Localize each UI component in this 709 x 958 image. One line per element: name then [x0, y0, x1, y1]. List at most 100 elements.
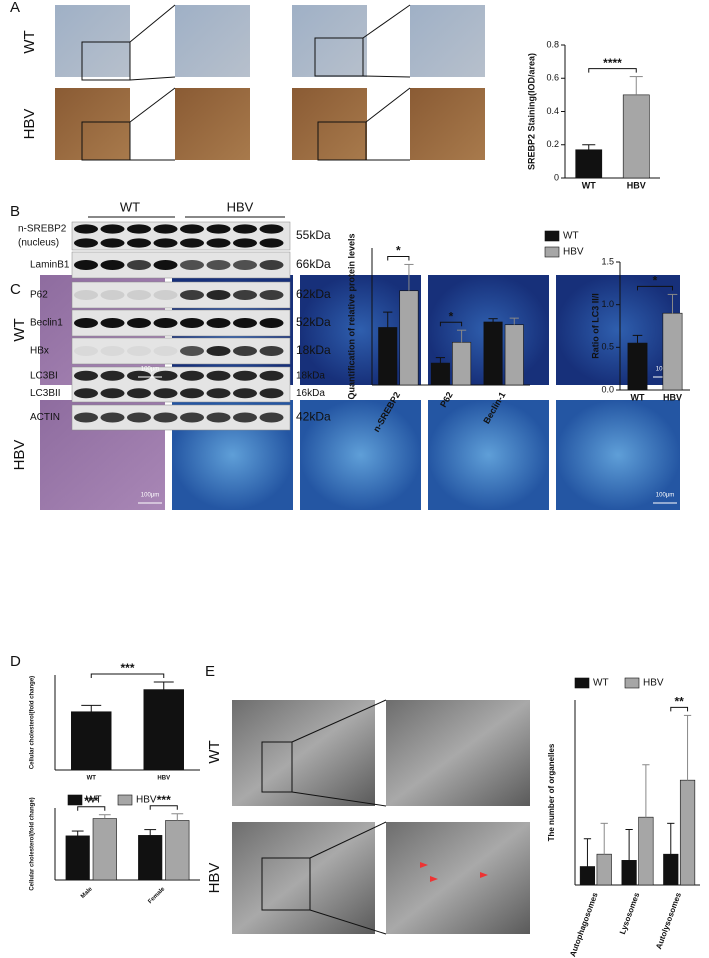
band	[100, 290, 125, 300]
band	[74, 370, 98, 381]
significance-bracket	[149, 805, 178, 810]
band	[153, 318, 178, 328]
band	[180, 290, 204, 300]
legend-swatch	[117, 794, 133, 806]
band	[233, 412, 257, 423]
band	[100, 318, 125, 328]
legend-swatch	[574, 677, 590, 689]
significance-bracket	[670, 706, 689, 712]
x-tick-label: WT	[87, 776, 97, 782]
band	[206, 412, 231, 423]
band	[259, 260, 284, 270]
western-blot: WT HBV n-SREBP2 (nucleus) 55kDa LaminB1 66kDa P…	[18, 199, 331, 431]
row-label: WT	[21, 30, 38, 53]
band	[180, 224, 204, 234]
bar	[638, 816, 654, 886]
bar	[596, 853, 612, 886]
x-tick-label: Autolysosomes	[654, 891, 683, 951]
bar	[165, 820, 190, 881]
band	[74, 388, 98, 399]
significance-label: *	[396, 244, 401, 258]
band	[127, 370, 151, 381]
row-label: HBV	[11, 440, 28, 471]
legend-swatch	[624, 677, 640, 689]
legend-swatch	[67, 794, 83, 806]
band	[206, 224, 231, 234]
panel-label: E	[205, 663, 215, 680]
band	[153, 370, 178, 381]
blot-label: ACTIN	[30, 412, 60, 423]
y-axis-label: Quantification of relative protein level…	[346, 233, 356, 399]
bar	[378, 327, 398, 386]
legend-swatch	[544, 230, 560, 242]
panel-label: A	[10, 0, 20, 16]
legend-label: WT	[593, 678, 609, 689]
band	[127, 318, 151, 328]
blot-label: n-SREBP2	[18, 224, 67, 235]
x-tick-label: WT	[631, 392, 645, 402]
em-image	[386, 822, 530, 934]
x-tick-label: Male	[80, 886, 94, 900]
significance-bracket	[588, 68, 637, 73]
bar	[143, 689, 184, 771]
band	[259, 388, 284, 399]
group-label: HBV	[227, 199, 254, 214]
row-label: WT	[206, 740, 223, 763]
legend-label: WT	[86, 795, 102, 806]
band	[206, 238, 231, 248]
y-axis-label: SREBP2 Staining(IOD/area)	[526, 53, 536, 170]
band	[74, 412, 98, 423]
significance-bracket	[439, 321, 463, 327]
row-label: HBV	[206, 863, 223, 894]
legend-label: WT	[563, 231, 579, 242]
blot-label: P62	[30, 290, 48, 301]
blot-label: (nucleus)	[18, 238, 59, 249]
band	[259, 412, 284, 423]
ihc-image	[410, 88, 485, 160]
x-tick-label: HBV	[663, 392, 682, 402]
band	[74, 238, 98, 248]
band	[180, 318, 204, 328]
band	[153, 238, 178, 248]
bar	[575, 149, 603, 179]
fluor-image	[428, 400, 549, 510]
ihc-image	[55, 88, 130, 160]
y-tick-label: 0.0	[601, 384, 614, 394]
band	[74, 224, 98, 234]
significance-bracket	[637, 285, 673, 291]
legend-label: HBV	[136, 795, 157, 806]
band	[153, 224, 178, 234]
y-tick-label: 0.4	[546, 106, 559, 116]
bar-chart: Cellular cholesterol(fold change) WT HBV **…	[30, 661, 200, 782]
kda-label: 55kDa	[296, 228, 331, 242]
ihc-image	[55, 5, 130, 77]
scale-label: 100μm	[141, 493, 159, 499]
y-tick-label: 0	[554, 172, 559, 182]
bar	[452, 341, 472, 386]
kda-label: 66kDa	[296, 257, 331, 271]
significance-label: ***	[84, 794, 98, 808]
y-tick-label: 1.5	[601, 256, 614, 266]
blot-label: Beclin1	[30, 318, 63, 329]
ihc-image	[175, 88, 250, 160]
band	[259, 224, 284, 234]
band	[127, 260, 151, 270]
band	[100, 370, 125, 381]
kda-label: 18kDa	[296, 343, 331, 357]
band	[74, 290, 98, 300]
significance-label: ****	[603, 56, 622, 70]
significance-bracket	[387, 255, 410, 261]
x-tick-label: Lysosomes	[618, 891, 642, 936]
y-tick-label: 0.6	[546, 73, 559, 83]
band	[259, 346, 284, 356]
band	[100, 388, 125, 399]
bar	[399, 290, 419, 386]
band	[127, 290, 151, 300]
bar	[430, 362, 450, 386]
significance-label: ***	[157, 793, 171, 807]
band	[100, 238, 125, 248]
band	[233, 224, 257, 234]
band	[206, 370, 231, 381]
x-tick-label: HBV	[157, 776, 170, 782]
band	[206, 388, 231, 399]
